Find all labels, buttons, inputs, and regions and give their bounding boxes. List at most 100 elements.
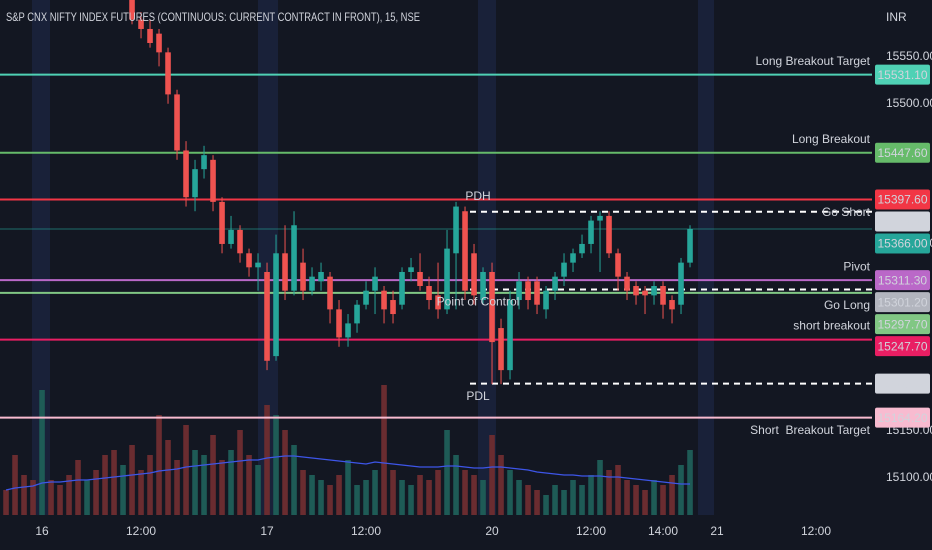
candle-body xyxy=(588,220,594,244)
candle-body xyxy=(426,286,432,301)
candle-body xyxy=(597,215,603,221)
candle-body xyxy=(534,281,540,305)
volume-bar xyxy=(291,445,297,515)
candle-body xyxy=(417,271,423,287)
volume-bar xyxy=(66,475,72,515)
level-label: Long Breakout xyxy=(792,132,871,146)
price-tag-label: 15247.70 xyxy=(877,339,927,353)
candle-body xyxy=(444,248,450,310)
volume-bar xyxy=(462,470,468,515)
candle-body xyxy=(543,290,549,310)
currency: INR xyxy=(886,10,907,24)
volume-bar xyxy=(327,485,333,515)
level-tag: PDH xyxy=(465,189,490,203)
candle-body xyxy=(255,262,261,268)
candle-body xyxy=(651,286,657,296)
volume-bar xyxy=(129,445,135,515)
volume-bar xyxy=(147,455,153,515)
volume-bar xyxy=(201,455,207,515)
volume-bar xyxy=(480,480,486,515)
volume-bar xyxy=(309,475,315,515)
candle-body xyxy=(561,262,567,277)
volume-bar xyxy=(318,480,324,515)
price-tag xyxy=(875,407,930,428)
volume-bar xyxy=(48,480,54,515)
volume-bar xyxy=(345,460,351,515)
x-tick-label: 12:00 xyxy=(126,524,156,538)
candle-body xyxy=(192,169,198,198)
volume-bar xyxy=(624,480,630,515)
x-tick-label: 12:00 xyxy=(351,524,381,538)
x-tick-label: 20 xyxy=(485,524,499,538)
x-tick-label: 12:00 xyxy=(801,524,831,538)
candle-body xyxy=(210,159,216,202)
price-tag xyxy=(875,64,930,85)
candle-body xyxy=(318,271,324,282)
price-tag-label: 15531.10 xyxy=(877,68,927,82)
x-tick-label: 12:00 xyxy=(576,524,606,538)
price-tag-label: 15164.20 xyxy=(877,411,927,425)
candle-body xyxy=(624,276,630,291)
volume-bar xyxy=(525,485,531,515)
candle-body xyxy=(408,267,414,272)
volume-bar xyxy=(21,475,27,515)
price-tag xyxy=(875,314,930,335)
volume-bar xyxy=(84,480,90,515)
x-tick-label: 14:00 xyxy=(648,524,678,538)
candle-body xyxy=(579,243,585,254)
volume-bar xyxy=(633,485,639,515)
price-tag-label: 15397.60 xyxy=(877,193,927,207)
candle-body xyxy=(282,253,288,291)
candle-body xyxy=(687,228,693,263)
volume-bar xyxy=(615,465,621,515)
price-tag xyxy=(875,211,930,232)
volume-bar xyxy=(192,450,198,515)
volume-ma-line xyxy=(5,455,690,491)
candle-body xyxy=(660,286,666,305)
volume-bar xyxy=(561,490,567,515)
volume-bar xyxy=(183,425,189,515)
candle-body xyxy=(165,52,171,95)
volume-bar xyxy=(174,460,180,515)
price-tag xyxy=(875,142,930,163)
candle-body xyxy=(471,253,477,296)
candle-body xyxy=(363,290,369,305)
volume-bar xyxy=(165,440,171,515)
candle-body xyxy=(480,271,486,301)
price-tag xyxy=(875,373,930,394)
candle-body xyxy=(291,225,297,291)
candle-body xyxy=(273,253,279,357)
volume-bar xyxy=(246,455,252,515)
volume-bar xyxy=(444,430,450,515)
volume-bar xyxy=(660,485,666,515)
volume-bar xyxy=(498,455,504,515)
candle-body xyxy=(606,215,612,254)
candle-body xyxy=(390,300,396,315)
candle-body xyxy=(462,211,468,291)
volume-bar xyxy=(471,475,477,515)
price-tag-label: 15200.50 xyxy=(877,377,927,391)
axes: 16 12:00 17 12:00 20 12:00 14:00 21 12:00 15550.0… xyxy=(35,49,932,538)
candle-body xyxy=(237,229,243,254)
price-tag xyxy=(875,292,930,313)
candle-body xyxy=(372,276,378,291)
volume-bar xyxy=(219,460,225,515)
price-tag-label: 15447.60 xyxy=(877,146,927,160)
candle-body xyxy=(498,328,504,371)
candle-body xyxy=(264,271,270,361)
volume-bar xyxy=(93,470,99,515)
level-label: Go Short xyxy=(822,205,871,219)
candle-body xyxy=(678,262,684,305)
y-tick-label: 15100.00 xyxy=(886,470,932,484)
level-label: Long Breakout Target xyxy=(755,54,870,68)
candle-body xyxy=(138,19,144,29)
session-band xyxy=(478,0,496,515)
volume-bar xyxy=(39,390,45,515)
candle-body xyxy=(435,295,441,310)
candle-body xyxy=(219,201,225,244)
price-tag xyxy=(875,270,930,291)
candle-body xyxy=(507,300,513,371)
candle-body xyxy=(246,253,252,268)
price-tag-label: 15366.00 xyxy=(877,237,927,251)
candles xyxy=(129,0,693,385)
